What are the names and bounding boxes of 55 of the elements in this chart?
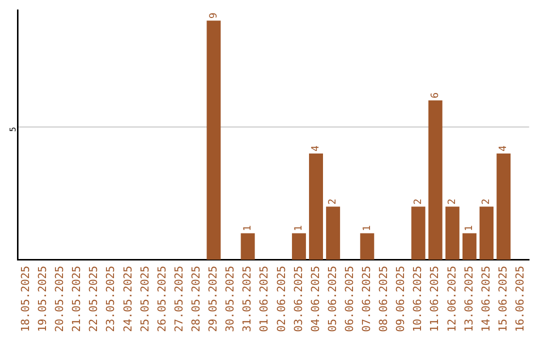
x-tick-label: 04.06.2025 — [308, 266, 322, 332]
bar — [480, 206, 494, 260]
bar — [360, 233, 374, 260]
x-tick-label: 16.06.2025 — [513, 266, 526, 332]
bar — [292, 233, 306, 260]
x-tick-label: 14.06.2025 — [479, 266, 492, 332]
x-tick-label: 21.05.2025 — [70, 266, 84, 332]
data-label: 1 — [362, 225, 373, 232]
x-tick-label: 28.05.2025 — [190, 266, 203, 332]
bar — [428, 100, 442, 260]
x-tick-label: 01.06.2025 — [258, 266, 271, 332]
data-label: 1 — [294, 225, 305, 232]
data-label: 1 — [242, 225, 254, 232]
x-tick-label: 13.06.2025 — [462, 266, 476, 332]
x-tick-label: 08.06.2025 — [377, 266, 390, 332]
x-tick-label: 11.06.2025 — [428, 266, 442, 332]
x-tick-label: 03.06.2025 — [292, 266, 305, 332]
x-tick-label: 15.06.2025 — [496, 266, 510, 332]
x-tick-label: 10.06.2025 — [411, 266, 424, 332]
bar — [411, 206, 426, 260]
x-tick-label: 23.05.2025 — [104, 266, 118, 332]
x-tick-label: 05.06.2025 — [326, 266, 339, 332]
x-tick-label: 24.05.2025 — [121, 266, 134, 332]
x-tick-label: 25.05.2025 — [138, 266, 152, 332]
bar — [326, 206, 340, 260]
x-tick-label: 29.05.2025 — [206, 266, 220, 332]
data-label: 1 — [464, 225, 476, 232]
bar — [240, 233, 255, 260]
x-tick-label: 02.06.2025 — [274, 266, 288, 332]
x-tick-label: 18.05.2025 — [18, 266, 32, 332]
bar — [496, 153, 511, 260]
data-label: 2 — [412, 198, 424, 205]
data-label: 9 — [208, 12, 220, 19]
x-tick-label: 22.05.2025 — [87, 266, 100, 332]
data-label: 2 — [481, 198, 492, 205]
bar — [309, 153, 323, 260]
data-label: 2 — [447, 198, 458, 205]
bar — [462, 233, 476, 260]
data-label: 6 — [430, 92, 441, 98]
x-tick-label: 31.05.2025 — [240, 266, 254, 332]
x-tick-label: 07.06.2025 — [360, 266, 374, 332]
y-tick-label: 5 — [8, 126, 18, 132]
x-tick-label: 20.05.2025 — [53, 266, 66, 332]
x-tick-label: 27.05.2025 — [172, 266, 186, 332]
bar — [445, 206, 460, 260]
x-tick-label: 06.06.2025 — [342, 266, 356, 332]
x-tick-label: 19.05.2025 — [36, 266, 50, 332]
bar — [206, 20, 221, 260]
x-tick-label: 26.05.2025 — [155, 266, 168, 332]
data-label: 4 — [498, 145, 510, 152]
data-label: 2 — [328, 198, 339, 205]
x-tick-label: 09.06.2025 — [394, 266, 408, 332]
x-tick-label: 12.06.2025 — [445, 266, 458, 332]
data-label: 4 — [310, 145, 322, 152]
x-tick-label: 30.05.2025 — [224, 266, 237, 332]
